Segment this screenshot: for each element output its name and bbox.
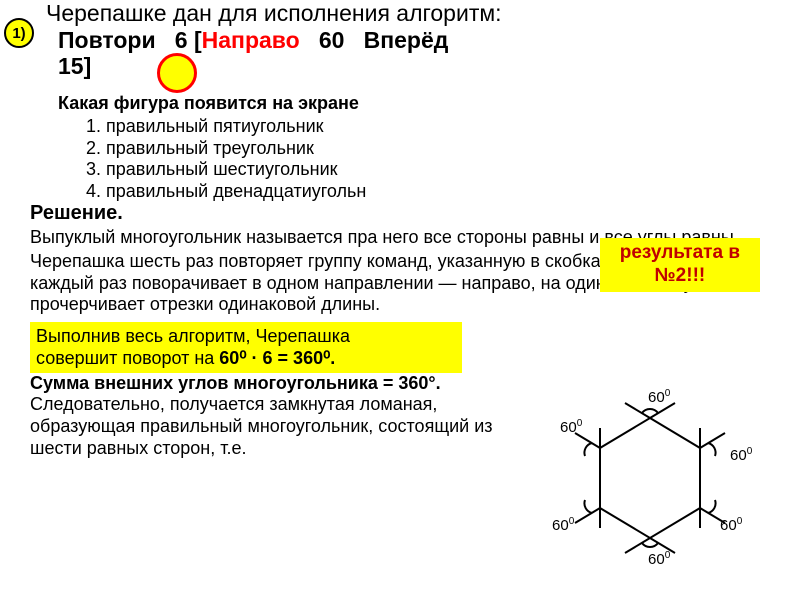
option-4: 4. правильный двенадцатиугольн (86, 181, 760, 203)
task-number-badge: 1) (4, 18, 34, 48)
angle-label-tr: 600 (730, 446, 752, 464)
algo-cmd2: Вперёд (364, 27, 449, 53)
hexagon-diagram: 600 600 600 600 600 600 (520, 388, 780, 588)
angle-label-br: 600 (720, 516, 742, 534)
task-title: Черепашке дан для исполнения алгоритм: (46, 0, 760, 26)
answer-options: 1. правильный пятиугольник 2. правильный… (86, 116, 760, 202)
option-2: 2. правильный треугольник (86, 138, 760, 160)
yellow-highlight-block: Выполнив весь алгоритм, Черепашка соверш… (30, 322, 462, 373)
algo-close: ] (84, 53, 92, 79)
algo-val1: 60 (319, 27, 345, 53)
angle-label-tl: 600 (560, 418, 582, 436)
algo-prefix: Повтори (58, 27, 156, 53)
result-highlight-box: результата в №2!!! (600, 238, 760, 292)
result-line2: №2!!! (620, 265, 740, 288)
yellow-line2a: совершит поворот на (36, 348, 219, 368)
algo-count: 6 (175, 27, 188, 53)
option-3: 3. правильный шестиугольник (86, 159, 760, 181)
option-1: 1. правильный пятиугольник (86, 116, 760, 138)
angle-label-bl: 600 (552, 516, 574, 534)
solution-heading: Решение. (30, 202, 760, 225)
highlight-circle (157, 53, 197, 93)
algo-open: [ (194, 27, 202, 53)
question-text: Какая фигура появится на экране (58, 93, 760, 114)
sum-angles-text: Сумма внешних углов многоугольника = 360… (30, 373, 510, 395)
angle-label-bottom: 600 (648, 550, 670, 568)
yellow-line2b: 60⁰ · 6 = 360⁰. (219, 348, 335, 368)
algo-val2: 15 (58, 53, 84, 79)
algo-cmd1: Направо (202, 27, 300, 53)
result-line1: результата в (620, 242, 740, 265)
yellow-line1: Выполнив весь алгоритм, Черепашка (36, 326, 350, 346)
angle-label-top: 600 (648, 388, 670, 406)
conclusion-text: Следовательно, получается замкнутая лома… (30, 394, 510, 459)
